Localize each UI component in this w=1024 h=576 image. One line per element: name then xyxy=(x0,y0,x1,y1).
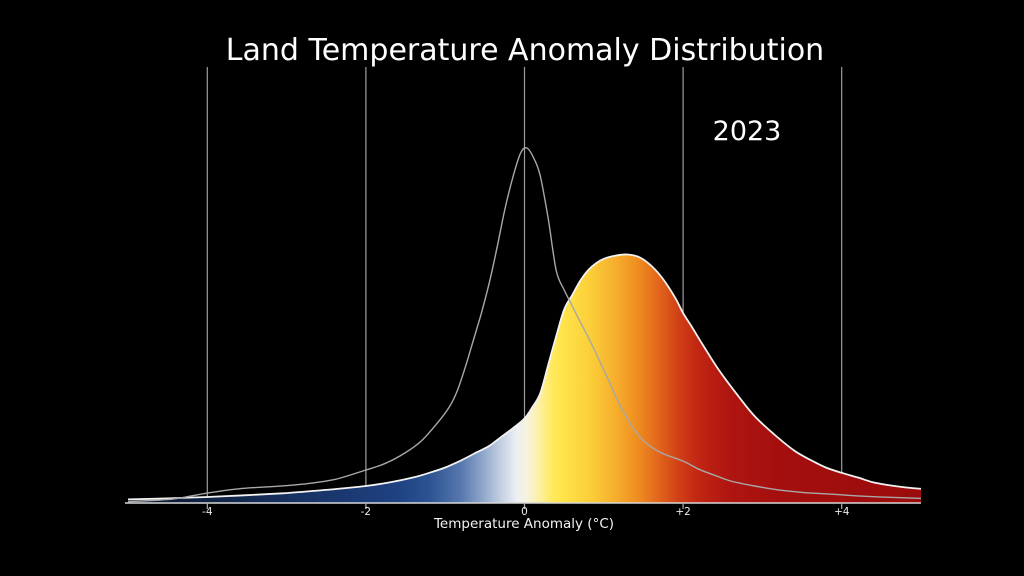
x-tick-label: +4 xyxy=(833,506,850,518)
x-axis-label: Temperature Anomaly (°C) xyxy=(433,516,615,532)
chart-title: Land Temperature Anomaly Distribution xyxy=(225,33,825,68)
baseline-curve xyxy=(127,147,922,503)
x-tick-label: -4 xyxy=(202,506,213,518)
x-tick-label: -2 xyxy=(360,506,372,518)
anomaly-area-2023 xyxy=(128,254,921,503)
x-tick-label: 0 xyxy=(521,506,528,518)
x-tick-label: +2 xyxy=(675,506,691,518)
year-annotation: 2023 xyxy=(712,116,782,147)
anomaly-area-outline xyxy=(127,253,922,501)
